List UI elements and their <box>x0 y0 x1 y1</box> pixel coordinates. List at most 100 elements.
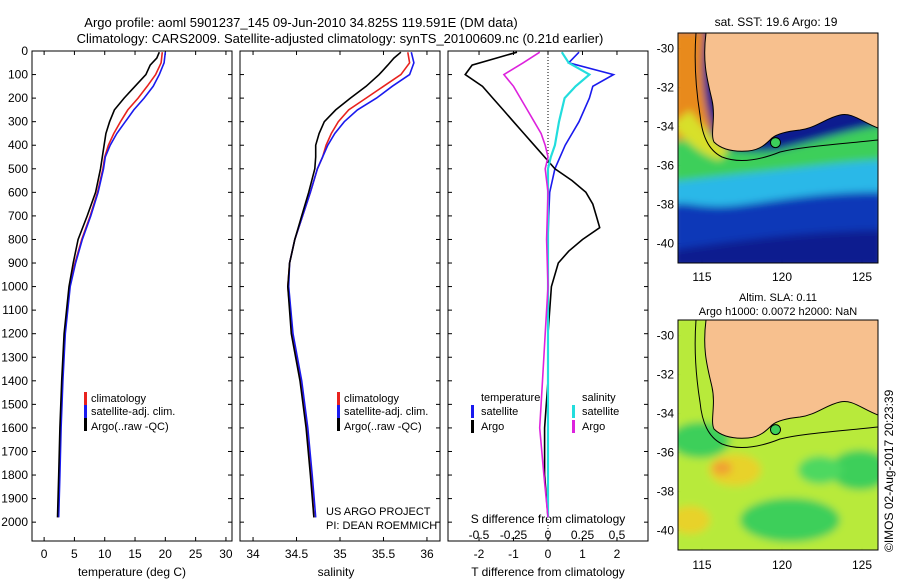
sla-green-patch <box>740 498 840 542</box>
legend-label-argo: Argo(..raw -QC) <box>91 421 169 433</box>
sla-map <box>678 320 878 550</box>
lat-tick: -38 <box>657 485 675 499</box>
t-difference-tick: 2 <box>614 547 621 561</box>
depth-tick: 200 <box>8 91 28 105</box>
depth-tick: 300 <box>8 115 28 129</box>
s-difference-tick: 0.5 <box>609 528 626 542</box>
legend-title-salinity: salinity <box>582 392 616 404</box>
legend-label-satellite: satellite-adj. clim. <box>91 406 175 418</box>
salinity-tick: 34 <box>246 547 260 561</box>
sla-lon-tick-labels: 115 120 125 <box>692 558 872 572</box>
difference-legend: temperature satellite Argo salinity sate… <box>471 392 619 433</box>
legend-swatch-s-argo <box>572 420 575 433</box>
depth-tick: 1800 <box>1 468 28 482</box>
depth-tick: 1600 <box>1 421 28 435</box>
sla-orange-patch <box>712 461 732 475</box>
temperature-axes <box>31 50 233 542</box>
sla-1000m-isobath <box>694 320 878 449</box>
project-credit-line2: PI: DEAN ROEMMICH <box>326 520 437 532</box>
s-diff-satellite-line <box>546 51 592 518</box>
argo-temperature-line <box>56 51 161 518</box>
depth-tick: 1200 <box>1 327 28 341</box>
legend-swatch-s-satellite <box>572 405 575 418</box>
sst-map-title: sat. SST: 19.6 Argo: 19 <box>715 15 838 29</box>
s-difference-tick: -0.25 <box>500 528 528 542</box>
depth-tick: 2000 <box>1 515 28 529</box>
imos-credit: ©IMOS 02-Aug-2017 20:23:39 <box>882 389 896 552</box>
sst-land <box>704 33 878 152</box>
salinity-legend: climatology satellite-adj. clim. Argo(..… <box>337 392 428 433</box>
sla-map-frame <box>677 319 879 551</box>
t-difference-tick: -1 <box>508 547 519 561</box>
t-difference-tick: 0 <box>545 547 552 561</box>
argo-salinity-line <box>286 51 402 518</box>
legend-label-s-satellite: satellite <box>582 406 619 418</box>
salinity-tick-labels: 34 34.5 35 35.5 36 <box>246 547 434 561</box>
header-line2: Climatology: CARS2009. Satellite-adjuste… <box>77 31 604 46</box>
legend-swatch-climatology <box>84 392 87 405</box>
salinity-xlabel: salinity <box>318 565 355 579</box>
legend-label-climatology: climatology <box>344 393 400 405</box>
depth-tick: 1100 <box>2 303 28 317</box>
lon-tick: 120 <box>772 270 792 284</box>
legend-swatch-argo <box>337 418 340 431</box>
depth-tick: 1300 <box>1 350 28 364</box>
t-difference-xlabel: T difference from climatology <box>471 565 625 579</box>
legend-swatch-satellite <box>337 405 340 418</box>
legend-swatch-argo <box>84 418 87 431</box>
temperature-tick-labels: 0 5 10 15 20 25 30 <box>41 547 233 561</box>
lat-tick: -36 <box>657 159 675 173</box>
lon-tick: 115 <box>692 270 711 284</box>
sla-land <box>704 320 878 439</box>
s-difference-tick: -0.5 <box>469 528 490 542</box>
legend-label-t-argo: Argo <box>481 421 504 433</box>
lat-tick: -34 <box>657 407 675 421</box>
legend-swatch-t-argo <box>471 420 474 433</box>
lat-tick: -40 <box>657 524 675 538</box>
depth-tick-labels: 0 100 200 300 400 500 600 700 800 900 10… <box>1 44 28 529</box>
lat-tick: -30 <box>657 329 675 343</box>
sst-float-marker <box>770 137 781 149</box>
sst-map-frame <box>677 32 879 264</box>
legend-title-temperature: temperature <box>481 392 540 404</box>
lat-tick: -32 <box>657 368 675 382</box>
header-line1: Argo profile: aoml 5901237_145 09-Jun-20… <box>84 15 517 30</box>
legend-label-t-satellite: satellite <box>481 406 518 418</box>
sla-green-patch <box>830 450 878 490</box>
depth-tick: 400 <box>8 138 28 152</box>
s-diff-argo-line <box>502 51 549 518</box>
legend-swatch-t-satellite <box>471 405 474 418</box>
legend-label-argo: Argo(..raw -QC) <box>344 421 422 433</box>
satellite-temperature-line <box>57 52 167 518</box>
lon-tick: 120 <box>772 558 792 572</box>
temperature-tick: 0 <box>41 547 48 561</box>
lat-tick: -30 <box>657 42 675 56</box>
temperature-legend: climatology satellite-adj. clim. Argo(..… <box>84 392 175 433</box>
t-difference-tick: 1 <box>579 547 586 561</box>
sla-map-title-line2: Argo h1000: 0.0072 h2000: NaN <box>699 306 857 318</box>
lat-tick: -32 <box>657 81 675 95</box>
t-difference-tick-labels: -2 -1 0 1 2 <box>474 547 621 561</box>
sst-lon-tick-labels: 115 120 125 <box>692 270 872 284</box>
lon-tick: 125 <box>852 558 872 572</box>
legend-label-climatology: climatology <box>91 393 147 405</box>
temperature-tick: 25 <box>189 547 203 561</box>
sla-yellow-patch <box>678 506 710 534</box>
sst-lat-tick-labels: -30 -32 -34 -36 -38 -40 <box>657 42 675 251</box>
depth-tick: 100 <box>8 68 28 82</box>
salinity-tick: 34.5 <box>285 547 309 561</box>
lat-tick: -40 <box>657 237 675 251</box>
lon-tick: 115 <box>692 558 711 572</box>
temperature-tick: 5 <box>71 547 78 561</box>
depth-tick: 900 <box>8 256 28 270</box>
sla-green-patch <box>798 456 842 484</box>
depth-tick: 1400 <box>1 374 28 388</box>
depth-tick: 1700 <box>1 445 28 459</box>
s-difference-tick: 0.25 <box>571 528 595 542</box>
sla-lat-tick-labels: -30 -32 -34 -36 -38 -40 <box>657 329 675 538</box>
lon-tick: 125 <box>852 270 872 284</box>
sst-map <box>678 33 878 263</box>
salinity-tick: 35.5 <box>372 547 396 561</box>
depth-tick: 500 <box>8 162 28 176</box>
